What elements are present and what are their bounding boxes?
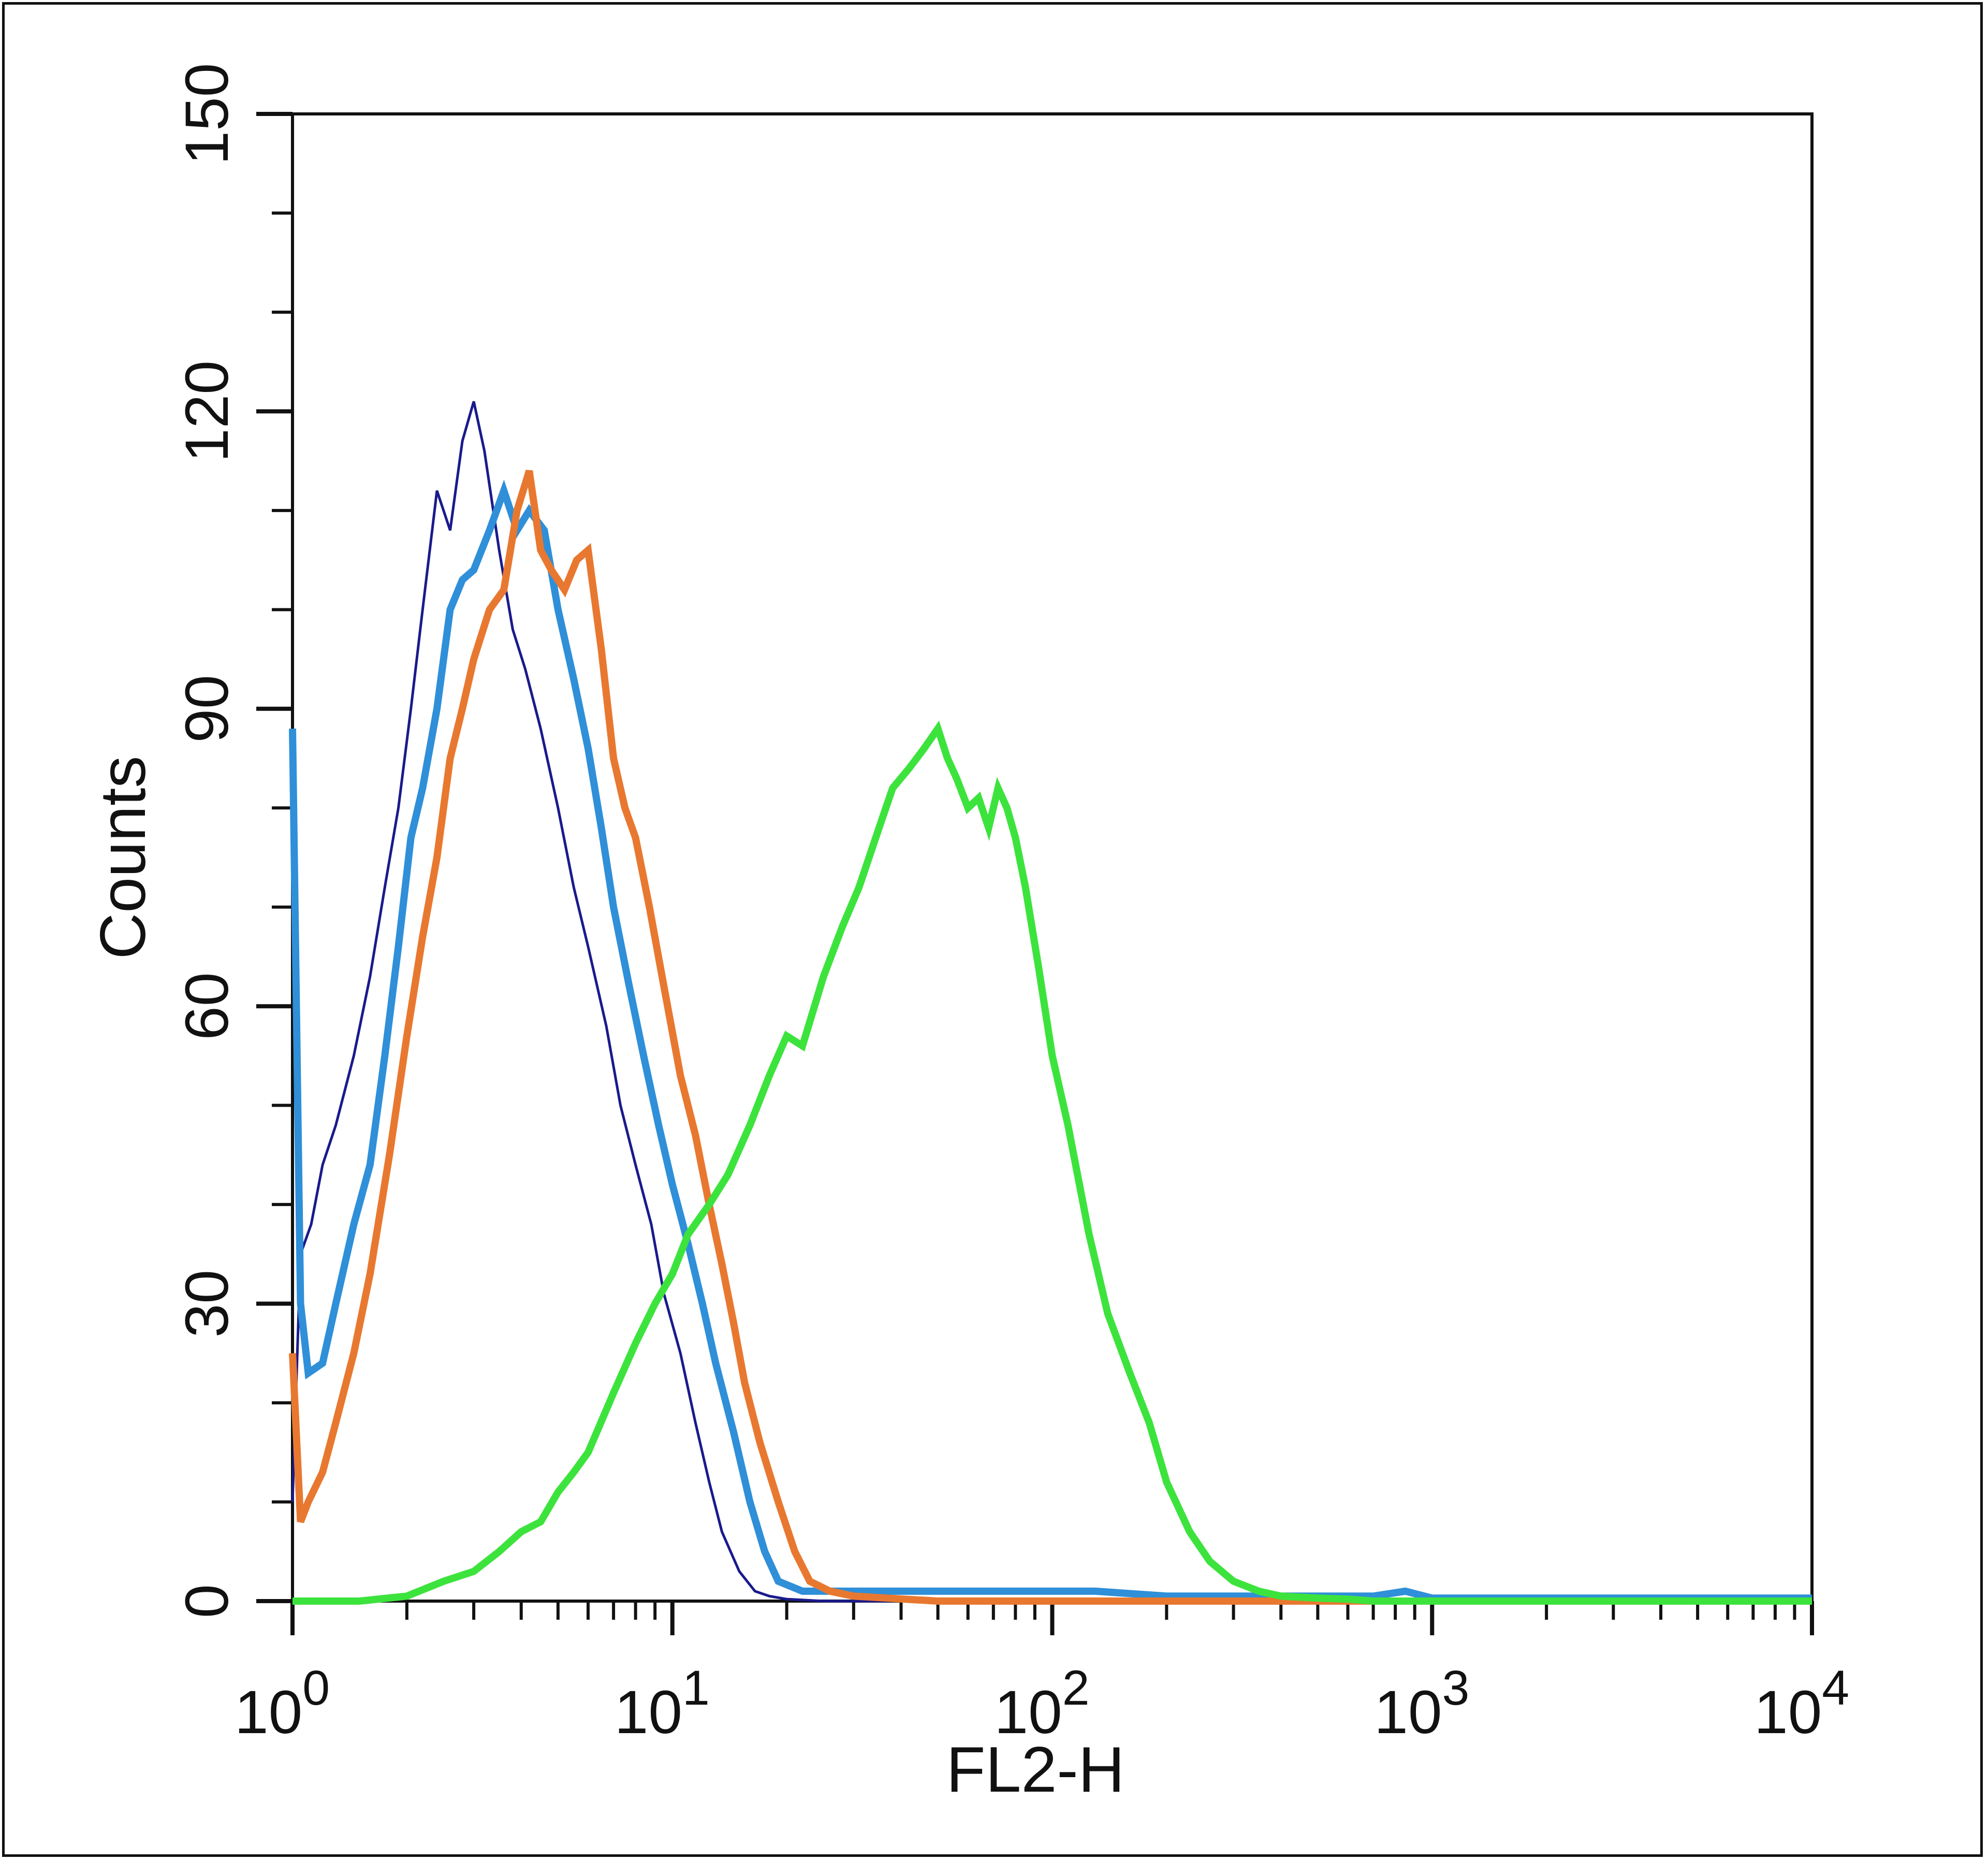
x-tick-label: 100 — [235, 1661, 330, 1747]
y-tick-label: 90 — [173, 675, 241, 743]
x-tick-label: 101 — [615, 1661, 710, 1747]
x-axis-label: FL2-H — [946, 1734, 1125, 1806]
x-tick-label: 103 — [1374, 1661, 1469, 1747]
series-layer — [289, 401, 1812, 1605]
histogram-series-1 — [291, 401, 1812, 1603]
y-tick-label: 0 — [173, 1584, 241, 1618]
histogram-series-4 — [293, 720, 1812, 1605]
y-tick-label: 120 — [173, 360, 241, 462]
y-tick-label: 30 — [173, 1270, 241, 1338]
x-tick-labels: 100 101 102 103 104 — [235, 1661, 1849, 1747]
y-axis-label: Counts — [87, 756, 159, 960]
histogram-series-2 — [289, 479, 1812, 1602]
x-tick-label: 102 — [994, 1661, 1089, 1747]
y-ticks — [256, 112, 293, 1603]
x-major-ticks — [290, 1601, 1814, 1635]
histogram-series-3 — [289, 470, 1812, 1605]
y-tick-label: 60 — [173, 972, 241, 1040]
x-tick-label: 104 — [1754, 1661, 1849, 1747]
y-tick-label: 150 — [173, 63, 241, 165]
y-tick-labels: 0 30 60 90 120 150 — [173, 63, 241, 1618]
plot-area — [291, 112, 1814, 1603]
